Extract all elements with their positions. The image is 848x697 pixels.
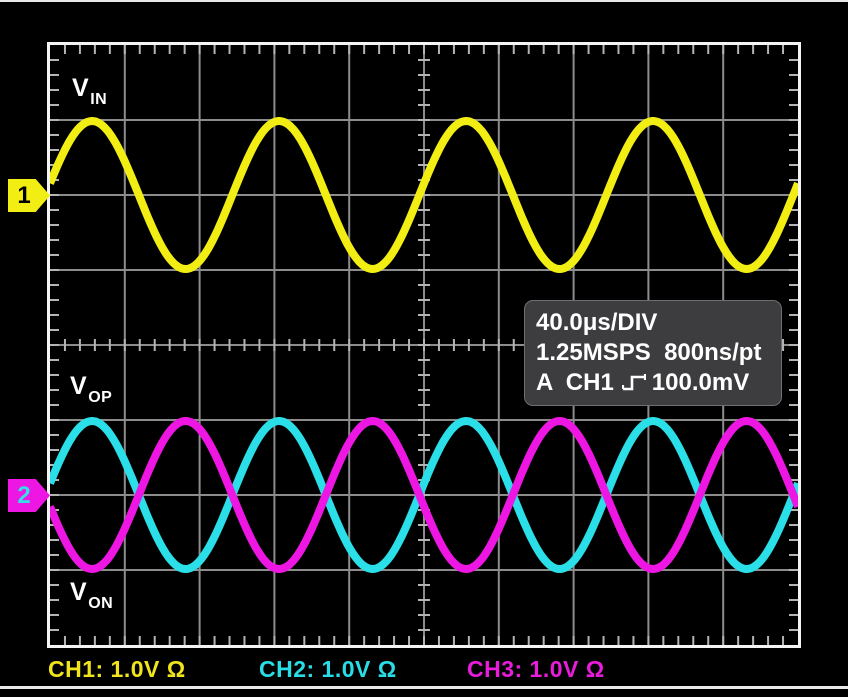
page-edge-bottom [0,686,848,689]
page-edge-top [0,0,848,2]
ch1-marker-number: 1 [17,182,31,209]
trigger-level-text: 100.0mV [651,369,750,396]
ch3-scale-readout: CH3: 1.0V Ω [467,656,605,682]
ch2-marker-number: 2 [17,482,31,509]
vop-label: VOP [70,372,113,406]
ch1-scale-readout: CH1: 1.0V Ω [48,656,186,682]
acquisition-info-box: 40.0μs/DIV 1.25MSPS 800ns/pt A CH1 100.0… [524,300,782,406]
ch1-trace [50,117,798,273]
samplerate-readout: 1.25MSPS 800ns/pt [536,339,762,366]
ch2-scale-readout: CH2: 1.0V Ω [259,656,397,682]
ch3-trace [50,417,798,573]
von-label: VON [70,578,114,612]
ch2-position-marker: 2 [8,479,50,512]
ch2-trace [50,417,798,573]
timebase-readout: 40.0μs/DIV [536,309,658,336]
trigger-readout: A CH1 100.0mV [536,368,781,398]
ch1-position-marker: 1 [8,179,50,212]
trigger-source-text: A CH1 [536,369,614,396]
vin-label: VIN [72,74,108,108]
traces [50,117,798,573]
rising-edge-icon [621,374,646,391]
channel-readout-bar: CH1: 1.0V Ω CH2: 1.0V Ω CH3: 1.0V Ω [0,655,848,685]
